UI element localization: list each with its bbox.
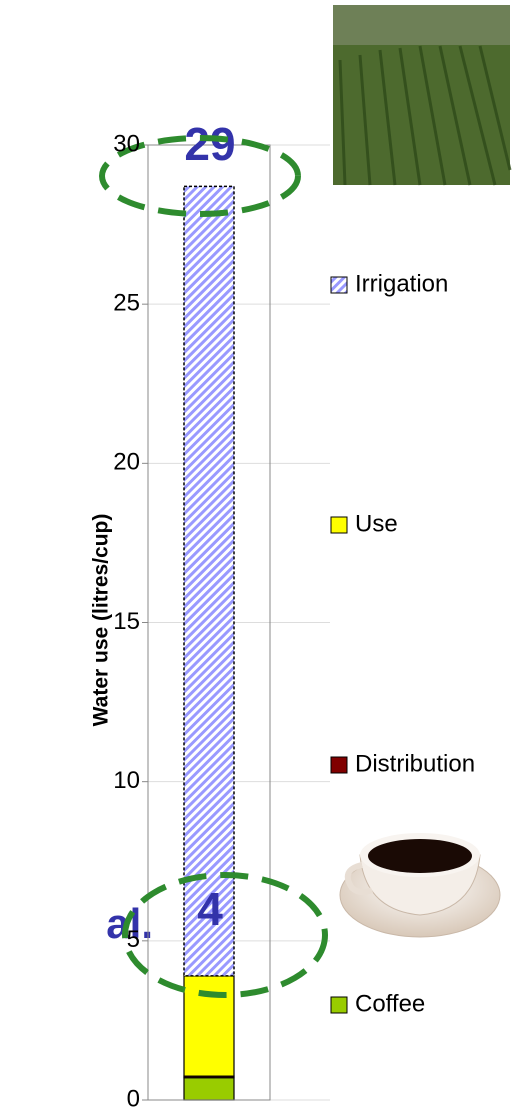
y-tick-label: 10 xyxy=(113,767,140,794)
legend-swatch xyxy=(331,277,347,293)
legend-label: Distribution xyxy=(355,750,475,777)
chart: Water use (litres/cup) al. 29 4 05101520… xyxy=(0,0,532,1113)
legend-swatch xyxy=(331,517,347,533)
y-tick-label: 30 xyxy=(113,130,140,157)
bar-segment xyxy=(184,1078,234,1100)
legend-swatch xyxy=(331,997,347,1013)
plot-area xyxy=(142,145,330,1100)
annotation: 29 xyxy=(184,118,235,170)
y-tick-label: 0 xyxy=(127,1085,140,1112)
y-axis-label: Water use (litres/cup) xyxy=(90,514,113,727)
legend-swatch xyxy=(331,757,347,773)
legend-label: Irrigation xyxy=(355,270,448,297)
legend-label: Coffee xyxy=(355,990,425,1017)
bar-segment xyxy=(184,976,234,1076)
y-tick-label: 25 xyxy=(113,290,140,317)
y-tick-label: 20 xyxy=(113,449,140,476)
annotation: 4 xyxy=(197,883,223,935)
bar-segment xyxy=(184,186,234,975)
y-tick-label: 15 xyxy=(113,608,140,635)
y-tick-label: 5 xyxy=(127,926,140,953)
legend-label: Use xyxy=(355,510,398,537)
field-photo xyxy=(333,5,510,185)
coffee-cup xyxy=(340,833,500,937)
